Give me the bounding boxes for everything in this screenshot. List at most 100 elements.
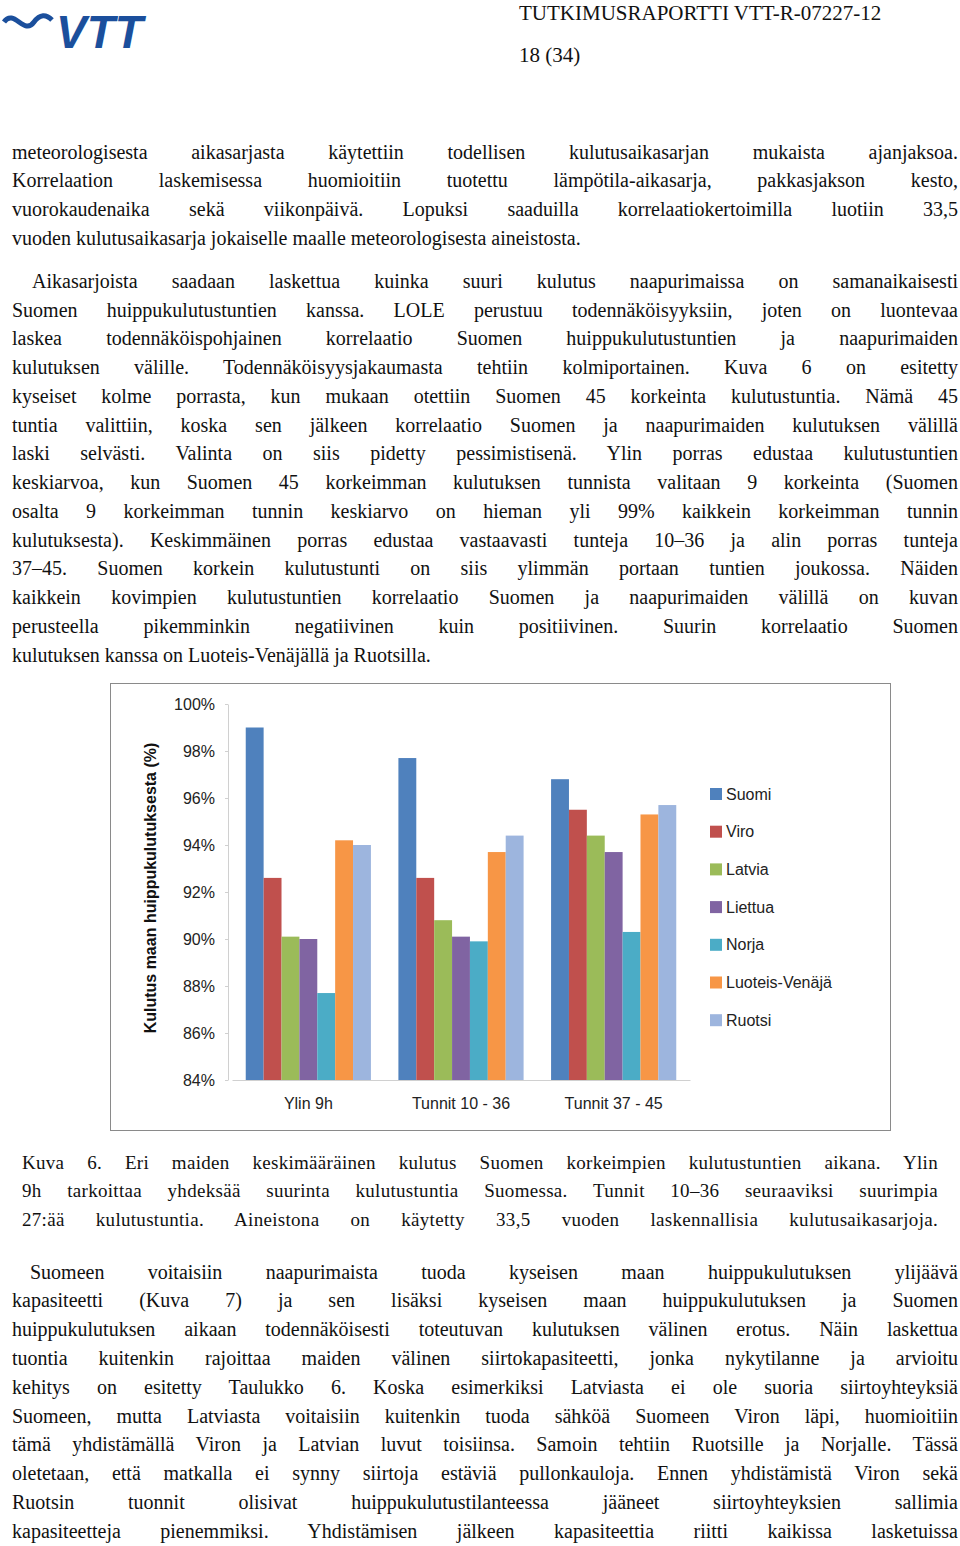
y-tick-mark — [225, 704, 228, 705]
bar — [551, 779, 569, 1080]
y-tick: 84% — [183, 1072, 228, 1089]
y-tick-label: 96% — [183, 790, 215, 807]
report-id: TUTKIMUSRAPORTTI VTT-R-07227-12 — [519, 1, 881, 26]
text-line: Suomeen, mutta Latviasta voitaisiin kuit… — [12, 1402, 958, 1431]
bar — [335, 840, 353, 1080]
bar — [264, 878, 282, 1080]
legend-label: Suomi — [726, 786, 771, 803]
text-line: tuontia kuitenkin rajoittaa maiden välin… — [12, 1344, 958, 1373]
text-line: Aikasarjoista saadaan laskettua kuinka s… — [32, 267, 958, 296]
text-line: Suomeen voitaisiin naapurimaista tuoda k… — [30, 1258, 958, 1287]
y-tick-mark — [225, 798, 228, 799]
legend-swatch — [710, 788, 722, 800]
caption-line: 27:ää kulutustuntia. Aineistona on käyte… — [22, 1205, 938, 1234]
text-line: osalta 9 korkeimman tunnin keskiarvo on … — [12, 497, 958, 526]
text-line: kapasiteetti (Kuva 7) ja sen lisäksi kys… — [12, 1286, 958, 1315]
logo-text: VTT — [56, 6, 147, 58]
y-tick-label: 90% — [183, 931, 215, 948]
bar-series — [264, 810, 587, 1080]
text-line: kulutuksen välille. Todennäköisyysjakaum… — [12, 353, 958, 382]
text-line: tuntia valittiin, koska sen jälkeen korr… — [12, 411, 958, 440]
y-tick-mark — [225, 845, 228, 846]
page-number: 18 (34) — [519, 43, 580, 68]
legend-swatch — [710, 826, 722, 838]
bar — [470, 941, 488, 1080]
text-line: tämä yhdistämällä Viron ja Latvian luvut… — [12, 1430, 958, 1459]
y-tick: 92% — [183, 884, 228, 901]
legend-entry: Viro — [710, 823, 754, 840]
legend-swatch — [710, 1014, 722, 1026]
legend-swatch — [710, 939, 722, 951]
y-tick-label: 94% — [183, 837, 215, 854]
bar-series — [317, 932, 640, 1080]
bar — [569, 810, 587, 1080]
x-tick: Tunnit 10 - 36 — [412, 1080, 510, 1112]
y-tick-mark — [225, 751, 228, 752]
text-line: Suomen huippukulutustuntien kanssa. LOLE… — [12, 296, 958, 325]
bar — [623, 932, 641, 1080]
legend-entry: Ruotsi — [710, 1012, 771, 1029]
text-line: Korrelaation laskemisessa huomioitiin tu… — [12, 166, 958, 195]
y-tick-label: 84% — [183, 1072, 215, 1089]
text-line: 37–45. Suomen korkein kulutustunti on si… — [12, 554, 958, 583]
bar — [587, 836, 605, 1080]
y-tick-label: 100% — [174, 696, 215, 713]
text-line: meteorologisesta aikasarjasta käytettiin… — [12, 138, 958, 167]
bar — [398, 758, 416, 1080]
bar — [452, 937, 470, 1080]
y-tick-label: 88% — [183, 978, 215, 995]
x-tick: Tunnit 37 - 45 — [565, 1080, 663, 1112]
chart-frame — [111, 684, 891, 1131]
text-line: oletetaan, että matkalla ei synny siirto… — [12, 1459, 958, 1488]
text-line: kehitys on esitetty Taulukko 6. Koska es… — [12, 1373, 958, 1402]
text-line: kulutuksen kanssa on Luoteis-Venäjällä j… — [12, 641, 958, 670]
bar-series — [246, 728, 569, 1081]
caption-line: 9h tarkoittaa yhdeksää suurinta kulutust… — [22, 1176, 938, 1205]
y-tick: 94% — [183, 837, 228, 854]
text-line: laskea todennäköispohjainen korrelaatio … — [12, 324, 958, 353]
legend-label: Liettua — [726, 899, 774, 916]
bar — [605, 852, 623, 1080]
y-tick-label: 86% — [183, 1025, 215, 1042]
text-line: vuorokaudenaika sekä viikonpäivä. Lopuks… — [12, 195, 958, 224]
y-tick: 96% — [183, 790, 228, 807]
text-line: huippukulutuksen aikaan todennäköisesti … — [12, 1315, 958, 1344]
legend-label: Viro — [726, 823, 754, 840]
legend: SuomiViroLatviaLiettuaNorjaLuoteis-Venäj… — [710, 786, 832, 1029]
text-line: kyseiset kolme porrasta, kun mukaan otet… — [12, 382, 958, 411]
bar — [434, 920, 452, 1080]
legend-label: Norja — [726, 936, 764, 953]
legend-entry: Norja — [710, 936, 764, 953]
y-tick-label: 98% — [183, 743, 215, 760]
bar-series — [282, 836, 605, 1080]
y-axis-line — [228, 705, 229, 1081]
text-line: laski selvästi. Valinta on siis pidetty … — [12, 439, 958, 468]
x-tick: Ylin 9h — [284, 1080, 333, 1112]
bar-series — [353, 805, 676, 1080]
y-tick: 98% — [183, 743, 228, 760]
x-axis: Ylin 9h Tunnit 10 - 36 Tunnit 37 - 45 — [233, 1080, 691, 1112]
logo-swoosh — [4, 16, 52, 26]
legend-swatch — [710, 977, 722, 989]
bar — [282, 937, 300, 1080]
text-line: kulutuksesta). Keskimmäinen porras edust… — [12, 526, 958, 555]
x-axis-line — [233, 1080, 691, 1081]
bar — [416, 878, 434, 1080]
text-line: keskiarvoa, kun Suomen 45 korkeimman kul… — [12, 468, 958, 497]
y-tick-mark — [225, 939, 228, 940]
legend-label: Latvia — [726, 861, 769, 878]
bar-series — [335, 814, 658, 1080]
y-axis: 84% 86% 88% 90% 92% 94% 96% 98% 100% — [174, 696, 228, 1089]
y-tick: 86% — [183, 1025, 228, 1042]
legend-entry: Latvia — [710, 861, 769, 878]
y-tick: 100% — [174, 696, 228, 713]
legend-label: Ruotsi — [726, 1012, 771, 1029]
x-tick-label: Tunnit 37 - 45 — [565, 1095, 663, 1112]
x-tick-label: Tunnit 10 - 36 — [412, 1095, 510, 1112]
y-tick-mark — [225, 1080, 228, 1081]
logo: VTT — [0, 0, 170, 60]
bars — [246, 728, 677, 1081]
y-tick-mark — [225, 892, 228, 893]
text-line: vuoden kulutusaikasarja jokaiselle maall… — [12, 224, 958, 253]
y-tick: 90% — [183, 931, 228, 948]
